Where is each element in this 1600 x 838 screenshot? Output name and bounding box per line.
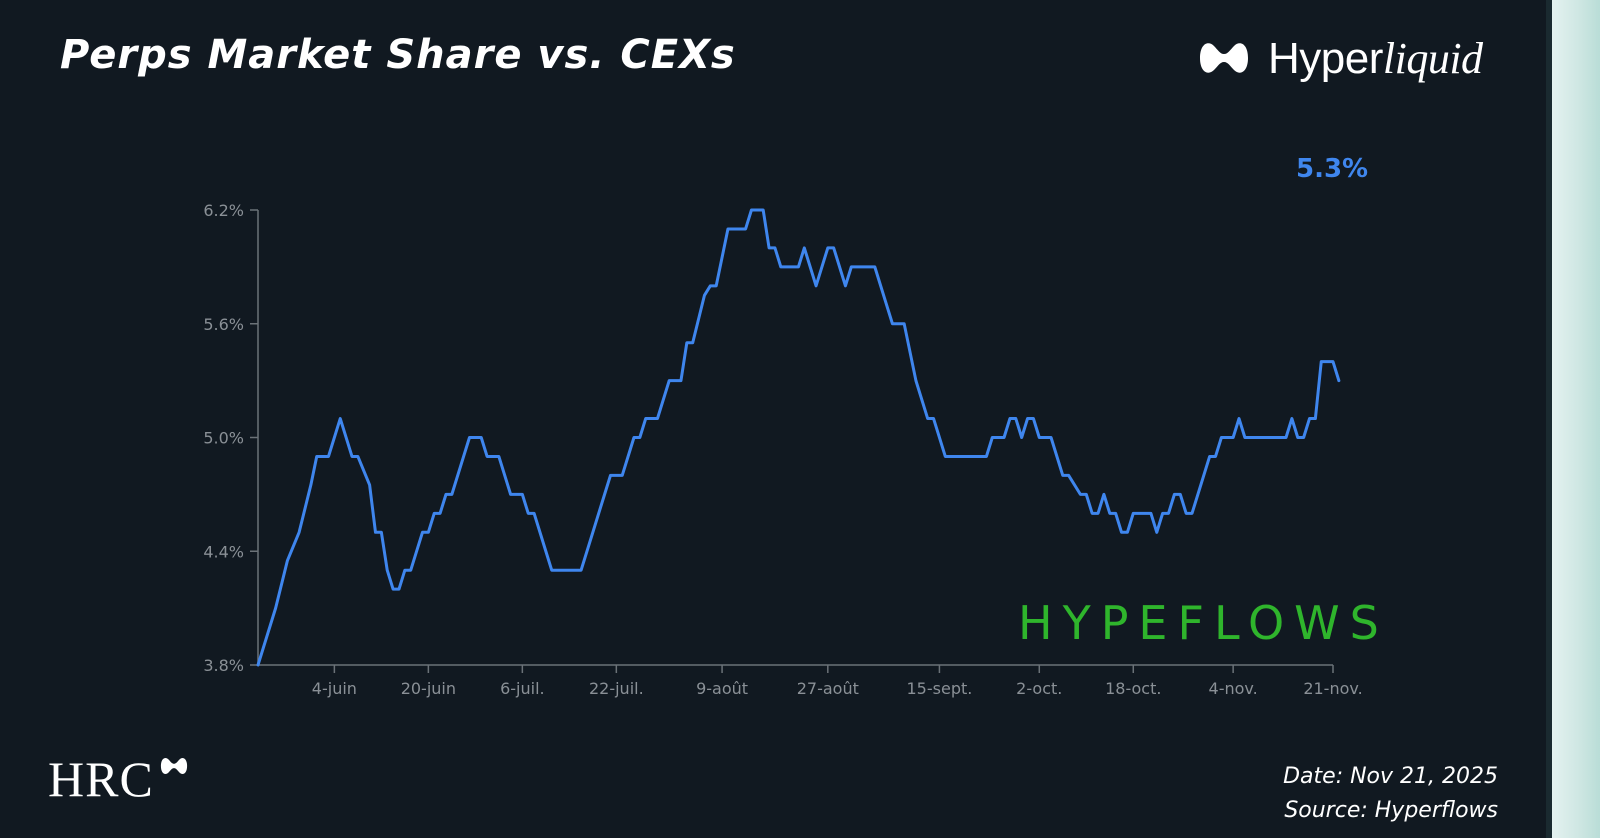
hyperliquid-wordmark: Hyperliquid [1268, 33, 1483, 84]
chart-footer: Date: Nov 21, 2025 Source: Hyperflows [1283, 760, 1498, 828]
x-tick-label: 22-juil. [589, 679, 644, 698]
x-tick-label: 21-nov. [1303, 679, 1362, 698]
x-tick-label: 27-août [797, 679, 859, 698]
x-tick-label: 15-sept. [907, 679, 973, 698]
y-tick-label: 3.8% [203, 656, 244, 675]
x-tick-label: 18-oct. [1105, 679, 1161, 698]
x-tick-label: 4-nov. [1209, 679, 1258, 698]
window-edge [1546, 0, 1600, 838]
source-label: Source: Hyperflows [1284, 798, 1498, 823]
date-label: Date: Nov 21, 2025 [1283, 764, 1498, 789]
series-line-market-share [256, 208, 1341, 667]
x-tick-label: 9-août [696, 679, 748, 698]
brand-italic: liquid [1382, 33, 1483, 83]
chart-ticks: 6.2% 5.6% 5.0% 4.4% 3.8% 4-juin 20-juin 6-juil.… [203, 201, 1362, 698]
x-tick-label: 4-juin [312, 679, 357, 698]
current-value-callout: 5.3% [1296, 154, 1369, 184]
x-tick-label: 20-juin [401, 679, 456, 698]
window-edge-shadow [1546, 0, 1552, 838]
hrc-logo: HRC [48, 754, 190, 804]
hyperflows-watermark: HYPEFLOWS [1018, 596, 1389, 650]
hrc-logo-icon [158, 754, 190, 783]
chart-series [256, 208, 1341, 667]
hyperliquid-logo-icon [1196, 36, 1252, 80]
brand-main: Hyper [1268, 33, 1383, 83]
y-tick-label: 5.0% [203, 429, 244, 448]
y-tick-label: 5.6% [203, 315, 244, 334]
x-tick-label: 2-oct. [1016, 679, 1062, 698]
y-tick-label: 6.2% [203, 201, 244, 220]
y-tick-label: 4.4% [203, 542, 244, 561]
hrc-logo-text: HRC [48, 751, 154, 807]
x-tick-label: 6-juil. [500, 679, 545, 698]
chart-title: Perps Market Share vs. CEXs [60, 32, 736, 78]
hyperliquid-brand: Hyperliquid [1196, 28, 1483, 88]
